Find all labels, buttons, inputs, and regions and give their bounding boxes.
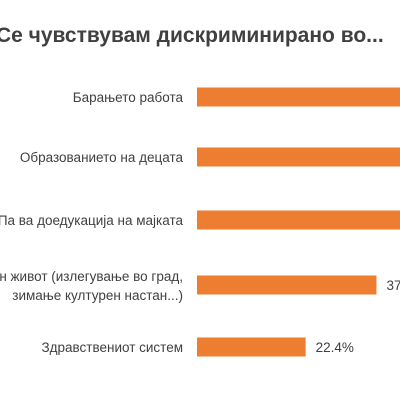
bar xyxy=(197,275,377,295)
chart-title: Се чувствувам дискриминирано во... xyxy=(0,24,384,47)
category-label: Образованието на децата xyxy=(20,150,184,165)
category-label: Социјален живот (излегување во град,зима… xyxy=(0,269,183,303)
category-labels: Барањето работа Образованието на децата Па… xyxy=(0,90,183,355)
value-label: 22.4% xyxy=(316,340,354,355)
bar xyxy=(197,210,400,230)
value-label: 37 xyxy=(386,278,400,293)
bar xyxy=(197,337,306,357)
bar xyxy=(197,147,400,167)
value-labels: 37 22.4% xyxy=(316,278,400,355)
bars xyxy=(197,87,400,357)
category-label: Здравствениот систем xyxy=(41,340,183,355)
category-label: Барањето работа xyxy=(73,90,184,105)
bar xyxy=(197,87,400,107)
category-label: Па ва доедукација на мајката xyxy=(0,213,183,228)
